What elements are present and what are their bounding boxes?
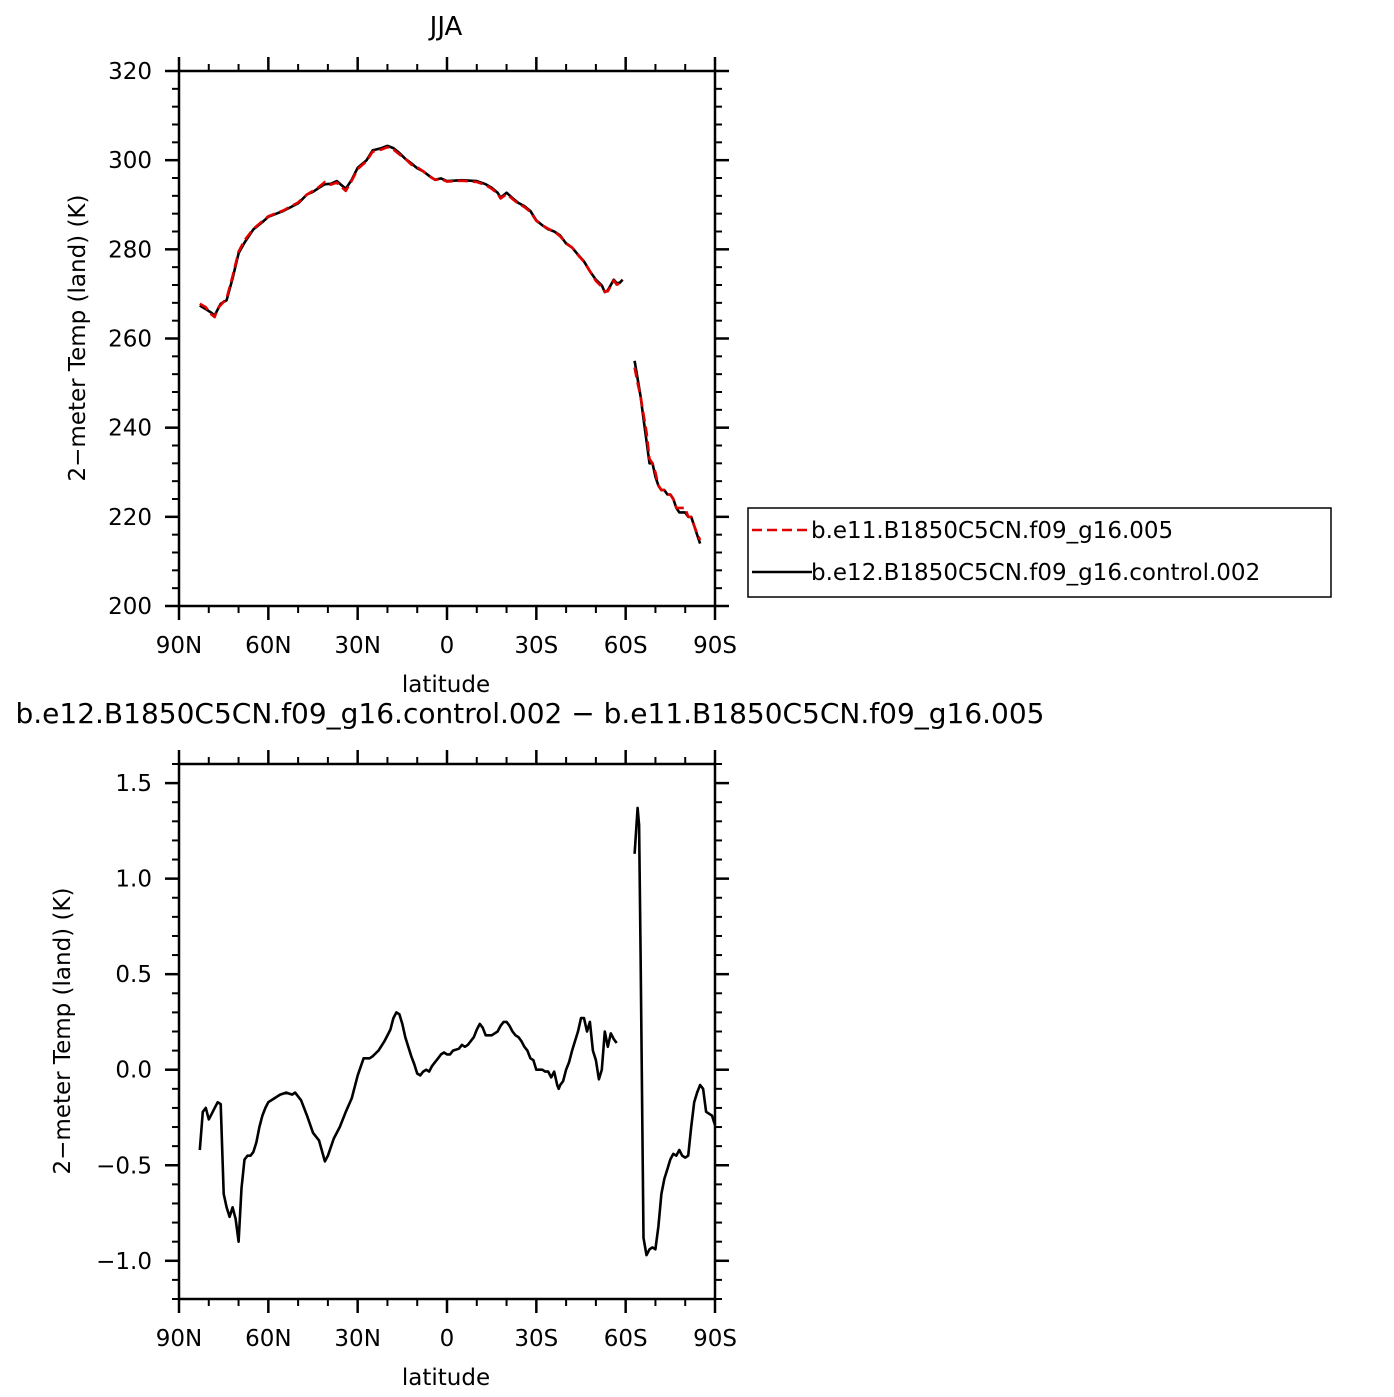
bottom-panel: b.e12.B1850C5CN.f09_g16.control.002 − b.… xyxy=(16,697,1045,1391)
legend: b.e11.B1850C5CN.f09_g16.005 b.e12.B1850C… xyxy=(747,507,1332,598)
bottom-x-axis-label: latitude xyxy=(402,1365,490,1391)
top-x-tick-label: 60N xyxy=(245,633,291,659)
bottom-y-axis-label: 2−meter Temp (land) (K) xyxy=(50,888,76,1175)
bottom-y-tick-label: 1.0 xyxy=(115,867,152,893)
bottom-x-tick-label: 30S xyxy=(514,1326,558,1352)
top-x-tick-label: 30N xyxy=(334,633,380,659)
legend-label-series-2: b.e12.B1850C5CN.f09_g16.control.002 xyxy=(811,560,1260,586)
top-chart-title: JJA xyxy=(428,12,463,42)
bottom-x-tick-label: 60N xyxy=(245,1326,291,1352)
top-series-1-line-segment-2 xyxy=(633,367,702,541)
bottom-x-tick-label: 30N xyxy=(334,1326,380,1352)
top-x-tick-label: 90N xyxy=(156,633,202,659)
top-y-tick-label: 320 xyxy=(108,59,152,85)
bottom-x-tick-label: 60S xyxy=(604,1326,648,1352)
bottom-chart-title: b.e12.B1850C5CN.f09_g16.control.002 − b.… xyxy=(16,697,1045,730)
bottom-series-1-line-segment-1 xyxy=(198,1011,618,1243)
bottom-x-tick-label: 90S xyxy=(693,1326,737,1352)
top-y-tick-label: 200 xyxy=(108,594,152,620)
top-y-tick-label: 300 xyxy=(108,148,152,174)
top-y-tick-label: 220 xyxy=(108,505,152,531)
top-y-tick-label: 280 xyxy=(108,237,152,263)
top-x-tick-label: 0 xyxy=(440,633,455,659)
bottom-series-1-line-segment-2 xyxy=(633,806,717,1257)
bottom-y-tick-label: 1.5 xyxy=(115,771,152,797)
bottom-y-tick-label: 0.5 xyxy=(115,962,152,988)
top-series-2-line-segment-1 xyxy=(199,144,624,317)
bottom-y-tick-label: 0.0 xyxy=(115,1058,152,1084)
bottom-y-tick-label: −0.5 xyxy=(96,1153,152,1179)
legend-box xyxy=(747,507,1332,598)
top-plot-frame xyxy=(177,69,717,608)
top-panel: JJA 90N 60N 30N 0 30S 60S 90S 320 300 280 260 240 2… xyxy=(65,12,737,698)
bottom-x-tick-label: 90N xyxy=(156,1326,202,1352)
top-x-axis-label: latitude xyxy=(402,672,490,698)
top-y-axis-label: 2−meter Temp (land) (K) xyxy=(65,195,91,482)
top-x-tick-label: 30S xyxy=(514,633,558,659)
top-series-1-line-segment-1 xyxy=(199,145,624,319)
top-x-tick-label: 90S xyxy=(693,633,737,659)
top-y-tick-label: 240 xyxy=(108,416,152,442)
legend-label-series-1: b.e11.B1850C5CN.f09_g16.005 xyxy=(811,518,1173,544)
bottom-y-tick-label: −1.0 xyxy=(96,1249,152,1275)
top-x-tick-label: 60S xyxy=(604,633,648,659)
top-y-tick-label: 260 xyxy=(108,327,152,353)
bottom-x-tick-label: 0 xyxy=(440,1326,455,1352)
